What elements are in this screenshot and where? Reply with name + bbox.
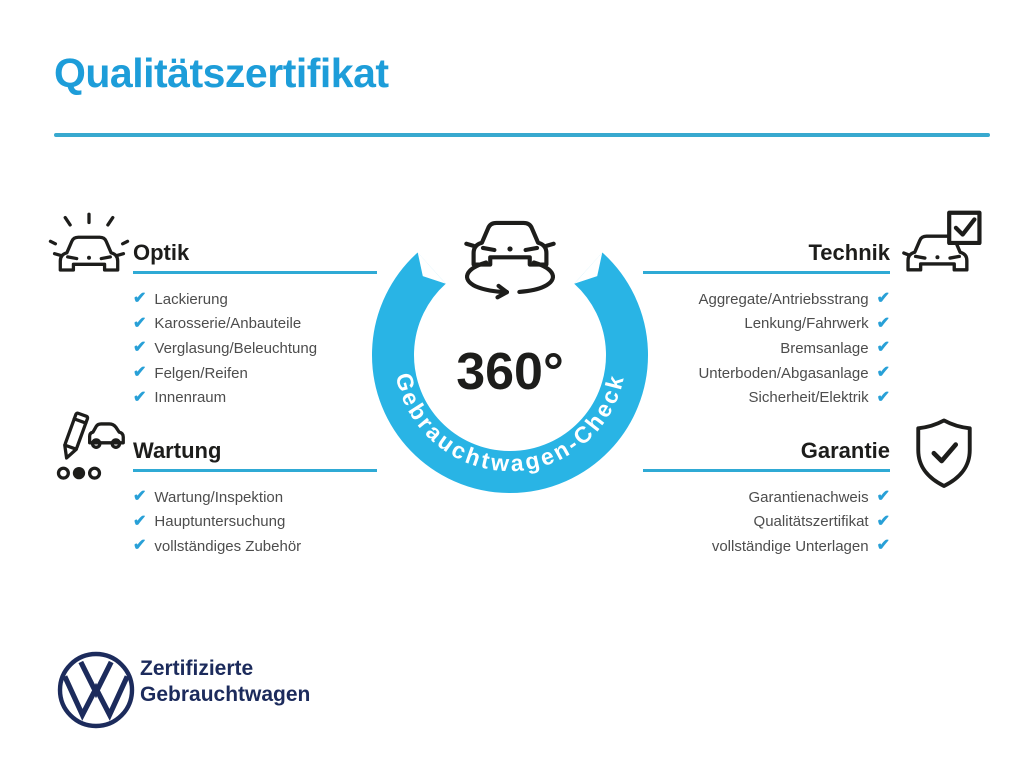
check-icon: ✔ [133,488,147,506]
garantie-checklist: Garantienachweis ✔ Qualitätszertifikat ✔… [540,485,890,559]
section-title-garantie: Garantie [800,438,890,463]
brand-claim-line2: Gebrauchtwagen [140,683,311,706]
checklist-item: ✔ Lackierung [133,287,317,312]
page-title: Qualitätszertifikat [54,50,389,96]
pencil-car-icon [56,411,125,480]
check-icon: ✔ [133,339,147,357]
check-icon: ✔ [876,339,890,357]
check-icon: ✔ [876,314,890,332]
checklist-item: Garantienachweis ✔ [540,485,890,510]
checklist-item-label: Aggregate/Antriebsstrang [698,290,869,308]
car-checkbox-icon [902,210,982,272]
wartung-checklist: ✔ Wartung/Inspektion ✔ Hauptuntersuchung… [133,485,301,559]
checklist-item: Qualitätszertifikat ✔ [540,510,890,535]
checklist-item-label: Qualitätszertifikat [753,513,869,531]
checklist-item: Bremsanlage ✔ [540,336,890,361]
technik-underline [643,271,890,274]
check-icon: ✔ [133,290,147,308]
section-title-wartung: Wartung [133,438,222,463]
checklist-item-label: Hauptuntersuchung [154,513,286,531]
car-360-rotation-icon [464,220,556,300]
checklist-item: ✔ Wartung/Inspektion [133,485,301,510]
checklist-item-label: Lenkung/Fahrwerk [744,315,869,333]
checklist-item-label: Garantienachweis [748,488,869,506]
check-icon: ✔ [133,314,147,332]
checklist-item-label: Karosserie/Anbauteile [154,315,302,333]
optik-checklist: ✔ Lackierung ✔ Karosserie/Anbauteile ✔ V… [133,287,317,410]
check-icon: ✔ [876,537,890,555]
check-icon: ✔ [876,512,890,530]
checklist-item-label: Bremsanlage [780,339,869,357]
checklist-item-label: Verglasung/Beleuchtung [154,339,318,357]
check-icon: ✔ [133,364,147,382]
wartung-underline [133,469,377,472]
optik-underline [133,271,377,274]
garantie-underline [643,469,890,472]
checklist-item-label: Sicherheit/Elektrik [748,389,869,407]
checklist-item: ✔ Innenraum [133,385,317,410]
checklist-item-label: Wartung/Inspektion [154,488,284,506]
checklist-item: ✔ vollständiges Zubehör [133,534,301,559]
brand-claim: Zertifizierte Gebrauchtwagen [140,656,310,708]
checklist-item-label: Felgen/Reifen [154,364,248,382]
ring-360-graphic: Gebrauchtwagen-Check [372,252,648,493]
check-icon: ✔ [876,364,890,382]
checklist-item: Lenkung/Fahrwerk ✔ [540,312,890,337]
check-icon: ✔ [133,537,147,555]
checklist-item: ✔ Felgen/Reifen [133,361,317,386]
section-title-technik: Technik [808,240,890,265]
checklist-item: Aggregate/Antriebsstrang ✔ [540,287,890,312]
vw-logo-icon [57,651,135,729]
brand-claim-line1: Zertifizierte [140,657,254,680]
degree-label: 360° [456,343,564,401]
checklist-item-label: Unterboden/Abgasanlage [698,364,869,382]
check-icon: ✔ [876,290,890,308]
checklist-item: ✔ Hauptuntersuchung [133,510,301,535]
check-icon: ✔ [133,388,147,406]
checklist-item-label: vollständiges Zubehör [154,537,302,555]
title-divider [54,133,990,137]
checklist-item: Sicherheit/Elektrik ✔ [540,385,890,410]
check-icon: ✔ [876,388,890,406]
shield-check-icon [916,418,972,488]
checklist-item-label: Innenraum [154,389,227,407]
section-title-optik: Optik [133,240,190,265]
checklist-item: ✔ Verglasung/Beleuchtung [133,336,317,361]
checklist-item: Unterboden/Abgasanlage ✔ [540,361,890,386]
checklist-item: vollständige Unterlagen ✔ [540,534,890,559]
check-icon: ✔ [876,488,890,506]
checklist-item: ✔ Karosserie/Anbauteile [133,312,317,337]
checklist-item-label: Lackierung [154,290,228,308]
check-icon: ✔ [133,512,147,530]
car-shine-icon [48,212,130,272]
technik-checklist: Aggregate/Antriebsstrang ✔ Lenkung/Fahrw… [540,287,890,410]
checklist-item-label: vollständige Unterlagen [711,537,869,555]
